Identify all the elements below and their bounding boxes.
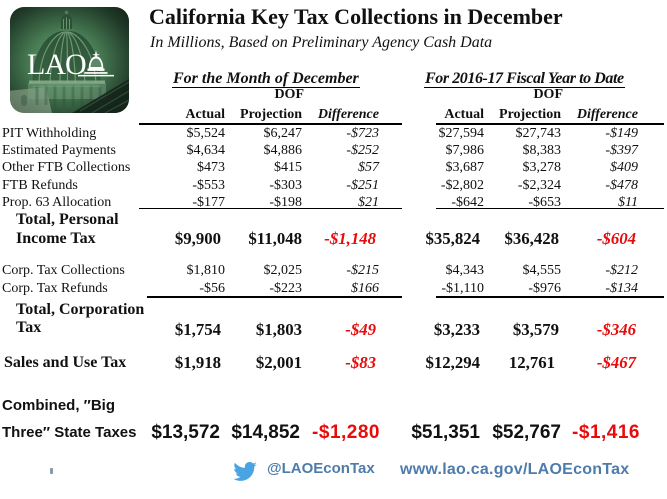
svg-text:LAO: LAO bbox=[27, 48, 86, 81]
